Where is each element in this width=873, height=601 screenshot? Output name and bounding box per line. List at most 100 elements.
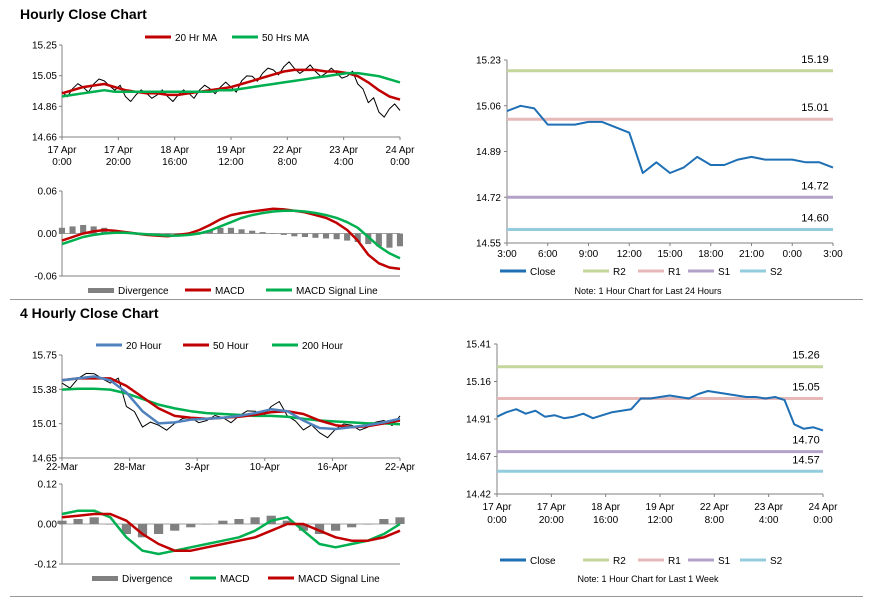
hourly-divergence-bar bbox=[333, 233, 340, 240]
hourly-divergence-bar bbox=[323, 233, 330, 239]
hourly-divergence-bar bbox=[259, 232, 266, 234]
four-hourly-divergence-bar bbox=[314, 524, 325, 534]
section-divider bbox=[10, 299, 863, 300]
four-hourly-200-hour-line bbox=[61, 387, 401, 426]
four-hourly-close-ytick-label: 14.67 bbox=[466, 452, 491, 463]
four-hourly-close-xtick-label: 12:00 bbox=[647, 515, 672, 526]
hourly-close-ytick-label: 15.06 bbox=[476, 101, 501, 112]
four-hourly-close-ytick-label: 14.91 bbox=[466, 415, 491, 426]
four-hourly-price-xtick-label: 28-Mar bbox=[114, 462, 146, 473]
hourly-price-xtick-label: 4:00 bbox=[334, 157, 354, 168]
four-hourly-divergence-bar bbox=[331, 524, 341, 531]
hourly-price-xtick-label: 17 Apr bbox=[104, 145, 134, 156]
hourly-close-r2-level-label: 15.19 bbox=[801, 54, 829, 66]
hourly-price-xtick-label: 0:00 bbox=[390, 157, 410, 168]
four-hourly-divergence-bar bbox=[395, 517, 405, 524]
hourly-macd-ytick-label: -0.06 bbox=[34, 272, 57, 283]
four-hourly-close-legend-close-label: Close bbox=[530, 556, 556, 567]
hourly-divergence-bar bbox=[58, 227, 65, 234]
four-hourly-close-xtick-label: 20:00 bbox=[539, 515, 564, 526]
hourly-price-ytick-label: 14.86 bbox=[32, 102, 57, 113]
hourly-close-xtick-label: 15:00 bbox=[657, 249, 682, 260]
bottom-divider bbox=[10, 596, 863, 597]
four-hourly-divergence-bar bbox=[347, 524, 357, 528]
four-hourly-close-legend-s1-label: S1 bbox=[718, 556, 731, 567]
hourly-macd-signal-line bbox=[61, 209, 401, 260]
four-hourly-price-ytick-label: 15.75 bbox=[32, 351, 57, 362]
four-hourly-price-ytick-label: 15.38 bbox=[32, 385, 57, 396]
hourly-divergence-bar bbox=[227, 227, 234, 234]
hourly-divergence-bar bbox=[217, 227, 224, 234]
four-hourly-price-xtick-label: 16-Apr bbox=[317, 462, 348, 473]
hourly-legend-macd-label: MACD bbox=[215, 286, 244, 297]
hourly-close-legend-r1-label: R1 bbox=[668, 267, 681, 278]
four-hourly-close-xtick-label: 19 Apr bbox=[646, 502, 676, 513]
hourly-legend-divergence-swatch bbox=[88, 288, 114, 293]
hourly-price-xtick-label: 16:00 bbox=[162, 157, 187, 168]
hourly-divergence-bar bbox=[291, 233, 298, 237]
hourly-close-s2-level-label: 14.60 bbox=[801, 213, 829, 225]
four-hourly-close-r1-level-label: 15.05 bbox=[792, 382, 820, 394]
four-hourly-price-ytick-label: 14.65 bbox=[32, 454, 57, 465]
four-hourly-divergence-bar bbox=[89, 517, 99, 524]
four-hourly-macd-ytick-label: 0.00 bbox=[38, 520, 58, 531]
four-hourly-price-xtick-label: 22-Mar bbox=[46, 462, 78, 473]
hourly-legend-macd-signal-label: MACD Signal Line bbox=[296, 286, 378, 297]
four-hourly-macd-ytick-label: 0.12 bbox=[38, 480, 58, 491]
four-hourly-close-xtick-label: 17 Apr bbox=[483, 502, 513, 513]
hourly-divergence-bar bbox=[344, 233, 351, 241]
four-hourly-close-xtick-label: 18 Apr bbox=[591, 502, 621, 513]
four-hourly-divergence-bar bbox=[363, 524, 373, 525]
four-hourly-divergence-bar bbox=[73, 519, 83, 524]
hourly-price-xtick-label: 0:00 bbox=[52, 157, 72, 168]
four-hourly-legend-50-hour-label: 50 Hour bbox=[213, 341, 249, 352]
hourly-divergence-bar bbox=[238, 229, 245, 234]
hourly-close-ytick-label: 15.23 bbox=[476, 56, 501, 67]
hourly-close-xtick-label: 0:00 bbox=[783, 249, 803, 260]
hourly-close-xtick-label: 9:00 bbox=[579, 249, 599, 260]
four-hourly-close-ytick-label: 15.16 bbox=[466, 377, 491, 388]
hourly-price-xtick-label: 24 Apr bbox=[386, 145, 416, 156]
four-hourly-close-xtick-label: 0:00 bbox=[813, 515, 833, 526]
four-hourly-close-xtick-label: 22 Apr bbox=[700, 502, 730, 513]
hourly-macd-ytick-label: 0.06 bbox=[38, 187, 58, 198]
hourly-divergence-bar bbox=[69, 226, 76, 234]
hourly-close-r1-level-label: 15.01 bbox=[801, 102, 829, 114]
four-hourly-close-xtick-label: 4:00 bbox=[759, 515, 779, 526]
four-hourly-close-note: Note: 1 Hour Chart for Last 1 Week bbox=[578, 574, 719, 584]
hourly-close-ytick-label: 14.55 bbox=[476, 239, 501, 250]
hourly-price-xtick-label: 23 Apr bbox=[329, 145, 359, 156]
four-hourly-20-hour-line bbox=[61, 375, 401, 431]
four-hourly-divergence-bar bbox=[105, 524, 115, 525]
four-hourly-close-ytick-label: 15.41 bbox=[466, 340, 491, 351]
hourly-price-xtick-label: 12:00 bbox=[218, 157, 243, 168]
hourly-macd-line bbox=[61, 207, 401, 271]
hourly-divergence-bar bbox=[312, 233, 319, 238]
four-hourly-macd-signal-line bbox=[61, 512, 401, 552]
four-hourly-close-s1-level-label: 14.70 bbox=[792, 435, 820, 447]
hourly-divergence-bar bbox=[270, 233, 277, 234]
hourly-price-xtick-label: 17 Apr bbox=[48, 145, 78, 156]
hourly-close-ytick-label: 14.89 bbox=[476, 147, 501, 158]
hourly-close-legend-s2-label: S2 bbox=[770, 267, 783, 278]
four-hourly-section-title: 4 Hourly Close Chart bbox=[20, 305, 159, 321]
four-hourly-legend-divergence-label: Divergence bbox=[122, 574, 173, 585]
hourly-close-legend-r2-label: R2 bbox=[613, 267, 626, 278]
four-hourly-close-xtick-label: 24 Apr bbox=[809, 502, 839, 513]
hourly-legend-divergence-label: Divergence bbox=[118, 286, 169, 297]
hourly-20hr-ma-line bbox=[61, 68, 401, 101]
four-hourly-divergence-bar bbox=[202, 524, 212, 525]
four-hourly-close-xtick-label: 17 Apr bbox=[537, 502, 567, 513]
hourly-divergence-bar bbox=[80, 225, 87, 234]
four-hourly-price-xtick-label: 3-Apr bbox=[185, 462, 210, 473]
hourly-close-legend-close-label: Close bbox=[530, 267, 556, 278]
four-hourly-close-xtick-label: 23 Apr bbox=[754, 502, 784, 513]
hourly-divergence-bar bbox=[365, 233, 372, 245]
hourly-section-title: Hourly Close Chart bbox=[20, 6, 147, 22]
four-hourly-divergence-bar bbox=[379, 519, 389, 524]
four-hourly-close-legend-r1-label: R1 bbox=[668, 556, 681, 567]
four-hourly-divergence-bar bbox=[298, 524, 308, 531]
four-hourly-price-xtick-label: 10-Apr bbox=[250, 462, 281, 473]
four-hourly-close-legend-s2-label: S2 bbox=[770, 556, 783, 567]
